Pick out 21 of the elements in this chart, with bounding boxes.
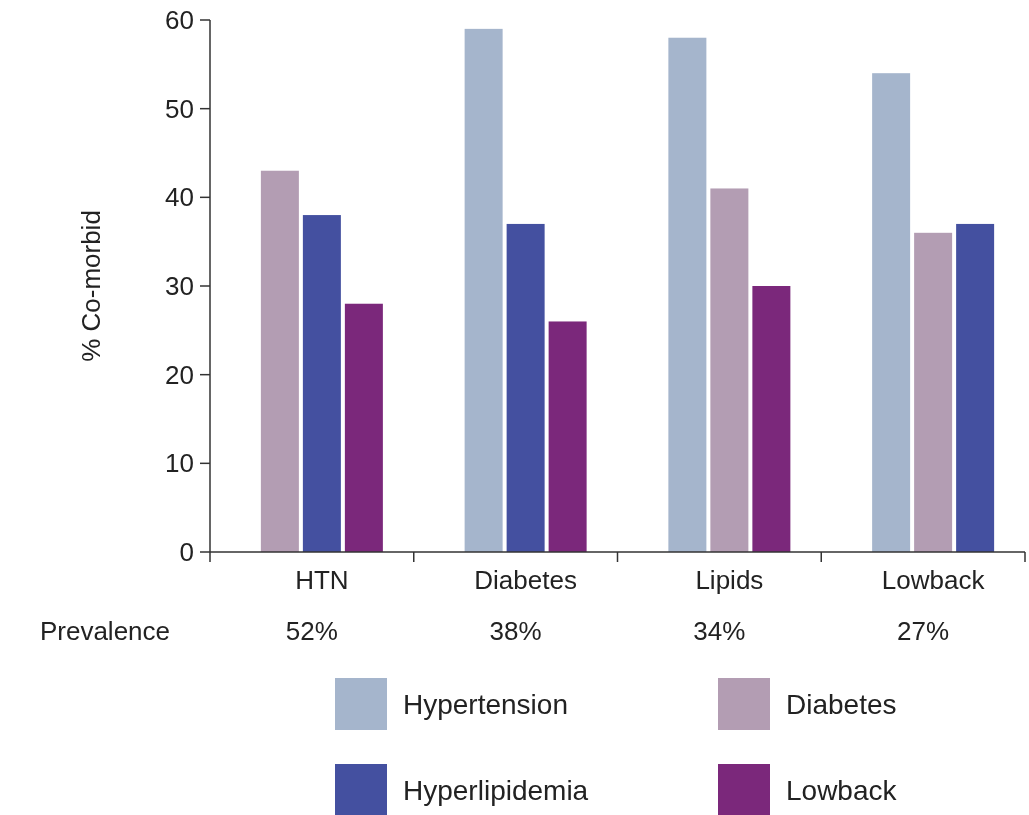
y-tick-label: 60 [165,5,194,36]
y-tick-label: 10 [165,448,194,479]
x-tick-label: Diabetes [474,565,577,595]
y-tick-label: 30 [165,271,194,302]
y-tick-label: 50 [165,93,194,124]
x-tick-label: Lowback [881,565,986,595]
y-tick-label: 20 [165,359,194,390]
text: Prevalence [39,616,171,646]
y-tick-label: 0 [179,537,194,568]
x-tick-label: Lipids [695,565,764,595]
legend-label: Hyperlipidemia [403,774,589,806]
x-tick-label: HTN [295,565,349,595]
y-axis-title: % Co-morbid [76,210,106,362]
legend-label: Diabetes [786,688,897,720]
text: 38% [489,616,542,646]
text: 52% [285,616,338,646]
text: 27% [897,616,950,646]
y-tick-label: 40 [165,182,194,213]
text: 34% [693,616,746,646]
legend-label: Hypertension [403,688,568,720]
legend-label: Lowback [786,774,898,806]
